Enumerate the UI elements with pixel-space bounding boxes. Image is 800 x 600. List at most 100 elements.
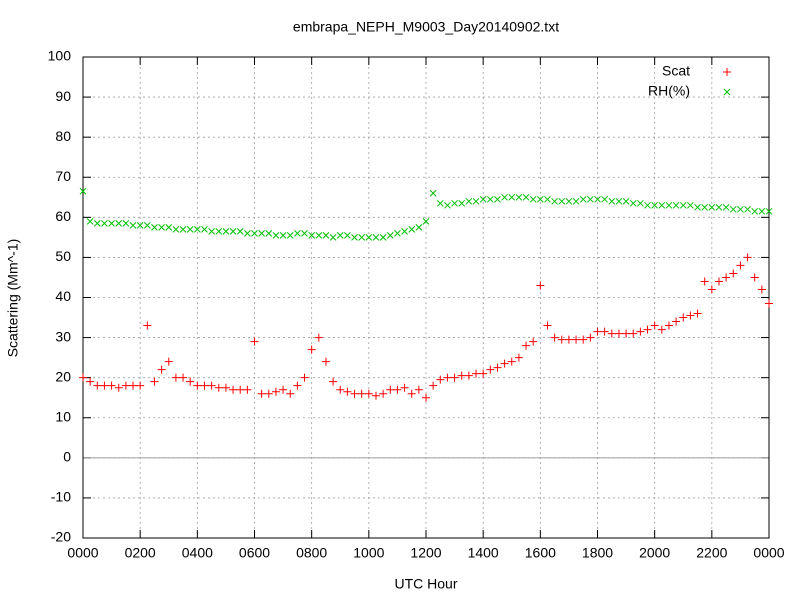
x-tick-label: 0000	[753, 545, 784, 561]
data-point	[172, 226, 180, 233]
data-point	[551, 197, 558, 205]
data-point	[121, 381, 130, 390]
data-point	[264, 389, 273, 398]
data-point	[686, 311, 695, 320]
data-point	[151, 224, 158, 231]
data-point	[336, 232, 344, 239]
data-point	[543, 321, 552, 330]
data-point	[494, 195, 501, 203]
data-point	[272, 232, 280, 239]
data-point	[407, 389, 416, 398]
data-point	[301, 230, 308, 237]
data-point	[315, 232, 323, 239]
data-point	[672, 201, 680, 209]
x-tick-label: 0600	[239, 545, 270, 561]
y-tick-label: 40	[55, 288, 71, 304]
data-point	[636, 327, 645, 336]
x-tick-label: 1800	[582, 545, 613, 561]
data-point	[444, 201, 451, 209]
data-point	[265, 230, 273, 237]
data-point	[514, 353, 523, 362]
data-point	[622, 197, 630, 205]
data-point	[271, 387, 280, 396]
data-point	[250, 337, 259, 346]
data-point	[457, 371, 466, 380]
data-point	[744, 205, 751, 213]
data-point	[408, 226, 416, 233]
data-point	[472, 369, 481, 378]
data-point	[200, 381, 209, 390]
data-point	[386, 232, 394, 239]
data-point	[493, 363, 502, 372]
data-point	[307, 345, 316, 354]
data-point	[415, 224, 423, 231]
y-tick-label: 10	[55, 408, 71, 424]
data-point	[729, 269, 738, 278]
x-tick-label: 0000	[67, 545, 98, 561]
data-point	[93, 381, 102, 390]
data-point	[558, 197, 566, 205]
data-point	[150, 377, 159, 386]
data-point	[557, 335, 566, 344]
data-point	[529, 337, 538, 346]
data-point	[586, 333, 595, 342]
data-point	[608, 197, 616, 205]
data-point	[379, 234, 387, 241]
data-point	[115, 219, 123, 227]
x-tick-label: 0400	[182, 545, 213, 561]
x-axis-label: UTC Hour	[394, 576, 457, 592]
data-point	[737, 205, 744, 213]
y-tick-label: 0	[63, 449, 71, 465]
data-point	[401, 228, 408, 235]
data-point	[93, 219, 101, 227]
legend-label: RH(%)	[648, 83, 690, 99]
data-point	[715, 203, 723, 211]
data-point	[522, 193, 530, 201]
y-axis-label: Scattering (Mm^-1)	[5, 239, 21, 358]
x-tick-label: 2200	[696, 545, 727, 561]
data-point	[101, 219, 108, 227]
data-point	[572, 197, 580, 205]
data-point	[479, 369, 488, 378]
data-point	[179, 373, 188, 382]
data-point	[129, 221, 137, 229]
data-point	[429, 189, 437, 197]
data-point	[607, 329, 616, 338]
data-point	[743, 253, 752, 262]
data-point	[700, 277, 709, 286]
data-point	[136, 221, 144, 229]
data-point	[100, 381, 109, 390]
data-point	[507, 357, 516, 366]
data-point	[336, 385, 345, 394]
data-point	[479, 195, 487, 203]
data-point	[351, 234, 358, 241]
data-point	[679, 313, 688, 322]
data-point	[258, 230, 265, 237]
data-point	[550, 333, 559, 342]
data-point	[451, 199, 458, 207]
data-point	[350, 389, 359, 398]
data-point	[372, 234, 380, 241]
data-point	[329, 377, 338, 386]
legend-marker	[723, 88, 731, 96]
data-point	[736, 261, 745, 270]
y-tick-label: 20	[55, 368, 71, 384]
data-point	[279, 385, 288, 394]
data-point	[243, 385, 252, 394]
legend-label: Scat	[662, 63, 690, 79]
y-tick-label: 70	[55, 168, 71, 184]
data-point	[294, 230, 301, 237]
data-point	[129, 381, 138, 390]
data-point	[664, 321, 673, 330]
data-point	[679, 201, 687, 209]
data-point	[229, 228, 237, 235]
data-point	[579, 335, 588, 344]
data-point	[651, 201, 659, 209]
data-point	[286, 232, 294, 239]
data-point	[501, 193, 508, 201]
data-point	[165, 224, 173, 231]
data-point	[458, 199, 466, 207]
data-point	[436, 199, 444, 207]
